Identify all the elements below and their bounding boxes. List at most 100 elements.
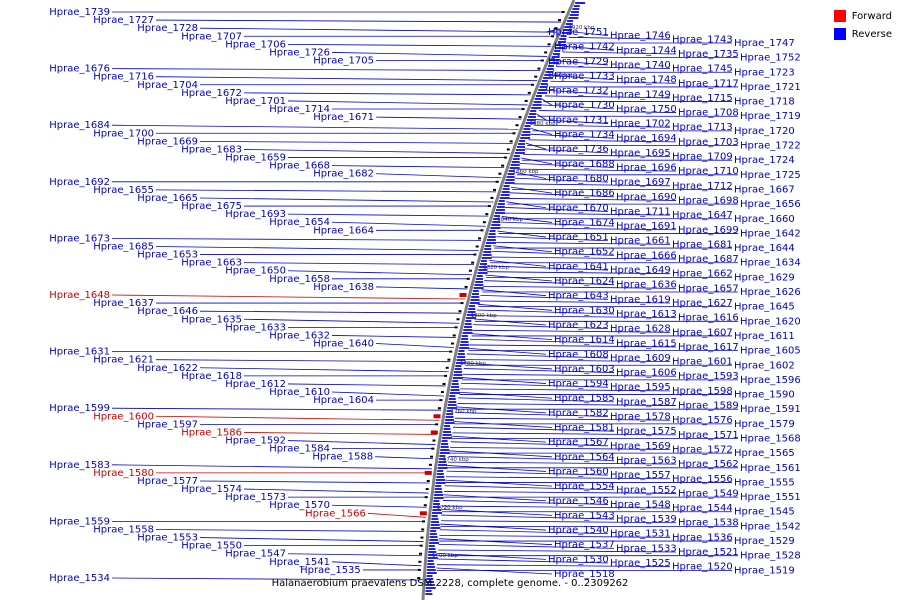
gene-marker <box>561 11 565 13</box>
gene-label: Hprae_1703 <box>678 137 739 148</box>
reverse-gene-feature <box>481 257 492 259</box>
gene-label: Hprae_1543 <box>554 510 615 521</box>
gene-connector-line <box>470 333 553 341</box>
reverse-gene-feature <box>430 527 441 529</box>
gene-connector-line <box>519 163 615 168</box>
gene-label: Hprae_1558 <box>93 524 154 535</box>
reverse-gene-feature <box>547 65 554 67</box>
reverse-gene-feature <box>496 206 505 208</box>
gene-label: Hprae_1608 <box>548 349 609 360</box>
gene-connector-line <box>155 415 440 421</box>
reverse-gene-feature <box>472 290 479 292</box>
reverse-gene-feature <box>508 170 515 172</box>
gene-label: Hprae_1721 <box>740 82 801 93</box>
gene-label: Hprae_1637 <box>93 298 154 309</box>
reverse-gene-feature <box>531 107 542 109</box>
gene-label: Hprae_1698 <box>678 195 739 206</box>
gene-label: Hprae_1694 <box>616 133 677 144</box>
gene-connector-line <box>524 148 609 154</box>
gene-label: Hprae_1568 <box>740 434 801 445</box>
reverse-gene-feature <box>474 284 484 286</box>
gene-marker <box>478 237 482 240</box>
gene-label: Hprae_1644 <box>734 243 795 254</box>
gene-label: Hprae_1728 <box>137 23 198 34</box>
reverse-gene-feature <box>501 191 510 193</box>
reverse-gene-feature <box>485 245 492 247</box>
gene-connector-line <box>111 237 482 241</box>
gene-connector-line <box>445 476 671 480</box>
gene-marker <box>428 463 432 466</box>
reverse-gene-feature <box>430 524 440 526</box>
reverse-gene-feature <box>425 584 435 586</box>
reverse-gene-feature <box>434 491 443 493</box>
reverse-gene-feature <box>442 434 452 436</box>
gene-marker <box>440 391 444 394</box>
reverse-gene-feature <box>444 425 451 427</box>
reverse-gene-feature <box>445 419 455 421</box>
reverse-gene-feature <box>493 218 501 220</box>
reverse-gene-feature <box>495 209 505 211</box>
reverse-gene-feature <box>551 56 560 58</box>
gene-label: Hprae_1736 <box>548 144 609 155</box>
reverse-gene-feature <box>573 5 580 7</box>
gene-connector-line <box>456 406 547 414</box>
reverse-gene-feature <box>486 239 496 241</box>
reverse-gene-feature <box>571 11 580 13</box>
legend-label-forward: Forward <box>851 10 892 22</box>
gene-label: Hprae_1545 <box>734 507 795 518</box>
gene-label: Hprae_1748 <box>616 75 677 86</box>
gene-label: Hprae_1672 <box>181 88 242 99</box>
gene-label: Hprae_1734 <box>554 130 615 141</box>
gene-label: Hprae_1538 <box>678 518 739 529</box>
gene-label: Hprae_1706 <box>225 39 286 50</box>
gene-connector-line <box>469 338 615 344</box>
reverse-gene-feature <box>512 158 520 160</box>
gene-marker <box>515 124 519 127</box>
gene-label: Hprae_1727 <box>93 15 154 26</box>
gene-marker <box>456 318 460 321</box>
gene-label: Hprae_1560 <box>548 466 609 477</box>
gene-connector-line <box>557 60 609 66</box>
gene-connector-line <box>451 435 547 443</box>
gene-label: Hprae_1664 <box>313 225 374 236</box>
reverse-gene-feature <box>461 338 469 340</box>
gene-label: Hprae_1566 <box>305 508 366 519</box>
reverse-gene-feature <box>516 146 525 148</box>
gene-connector-line <box>461 377 547 384</box>
gene-label: Hprae_1702 <box>610 119 671 130</box>
gene-connector-line <box>445 479 553 487</box>
reverse-gene-feature <box>438 464 448 466</box>
reverse-gene-feature <box>569 14 579 16</box>
gene-label: Hprae_1660 <box>734 214 795 225</box>
gene-connector-line <box>485 274 553 282</box>
gene-marker <box>417 568 421 571</box>
reverse-gene-feature <box>446 413 454 415</box>
reverse-gene-feature <box>488 233 496 235</box>
gene-label: Hprae_1617 <box>678 342 739 353</box>
reverse-gene-feature <box>457 353 465 355</box>
gene-connector-line <box>442 505 671 509</box>
strand-legend: Forward Reverse <box>833 8 892 44</box>
reverse-gene-feature <box>428 551 437 553</box>
reverse-gene-feature <box>479 266 488 268</box>
gene-label: Hprae_1546 <box>548 496 609 507</box>
gene-label: Hprae_1733 <box>554 71 615 82</box>
position-tick-label: 1880 kbp <box>530 121 556 127</box>
gene-label: Hprae_1597 <box>137 419 198 430</box>
gene-connector-line <box>439 534 671 538</box>
gene-connector-line <box>457 403 677 406</box>
reverse-gene-feature <box>564 26 573 28</box>
gene-connector-line <box>450 441 609 447</box>
gene-connector-line <box>287 270 472 276</box>
gene-connector-line <box>448 456 615 461</box>
gene-label: Hprae_1718 <box>734 97 795 108</box>
gene-label: Hprae_1549 <box>678 488 739 499</box>
gene-marker <box>431 447 435 450</box>
gene-label: Hprae_1671 <box>313 112 374 123</box>
forward-gene-feature <box>433 414 441 419</box>
gene-connector-line <box>442 500 609 505</box>
gene-marker <box>444 374 448 377</box>
gene-connector-line <box>550 80 677 84</box>
gene-label: Hprae_1632 <box>269 330 330 341</box>
gene-label: Hprae_1525 <box>610 558 671 569</box>
